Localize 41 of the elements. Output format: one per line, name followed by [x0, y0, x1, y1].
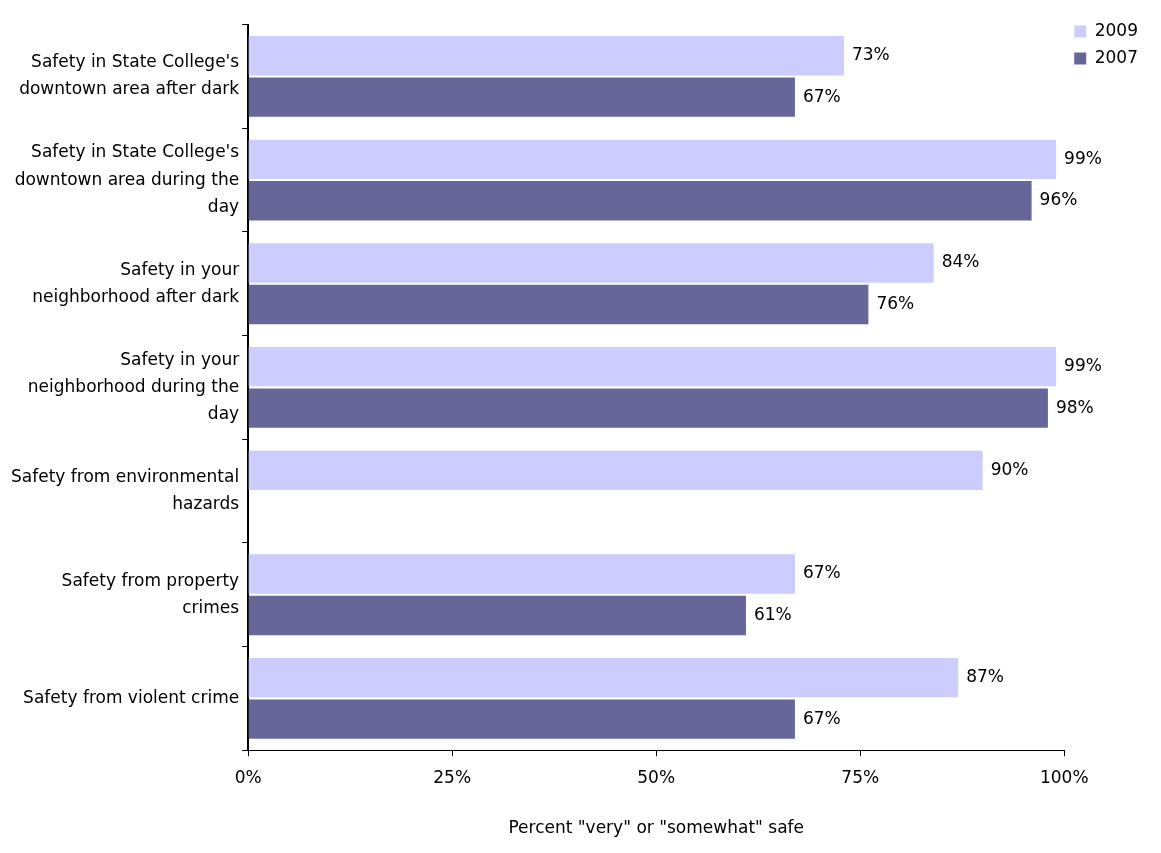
y-tick-label: Safety in State College's downtown area during the day — [14, 141, 240, 216]
data-label: 99% — [1064, 355, 1102, 376]
bar — [248, 595, 746, 636]
data-label: 67% — [802, 85, 841, 106]
y-tick-label: Safety in your neighborhood after dark — [32, 258, 240, 306]
legend-label: 2007 — [1094, 46, 1138, 67]
bar — [248, 36, 844, 76]
y-tick-label: Safety from violent crime — [23, 686, 240, 707]
x-tick-label: 0% — [234, 766, 262, 787]
data-label: 73% — [851, 44, 890, 65]
y-tick-label: Safety from environmental hazards — [11, 465, 240, 514]
data-label: 96% — [1039, 189, 1078, 210]
data-label: 90% — [990, 458, 1029, 479]
bar — [248, 346, 1057, 387]
bar — [248, 388, 1048, 428]
y-tick-label: Safety from property crimes — [61, 569, 240, 617]
data-label: 67% — [802, 562, 841, 583]
data-label: 76% — [876, 292, 915, 313]
bar — [248, 284, 869, 325]
data-label: 98% — [1055, 396, 1094, 417]
bar — [248, 699, 795, 739]
data-label: 99% — [1064, 147, 1102, 168]
bar — [248, 657, 959, 698]
x-tick-label: 75% — [841, 766, 880, 787]
x-tick-label: 25% — [433, 766, 472, 787]
data-label: 84% — [941, 251, 980, 272]
bar — [248, 450, 983, 491]
data-label: 87% — [966, 666, 1004, 687]
y-tick-label: Safety in your neighborhood during the day — [27, 348, 240, 424]
y-tick-label: Safety in State College's downtown area after dark — [19, 51, 240, 99]
bar — [248, 554, 795, 594]
bar — [248, 77, 795, 117]
x-tick-label: 100% — [1039, 766, 1089, 787]
bar — [248, 243, 934, 283]
bar — [248, 139, 1057, 180]
bar — [248, 181, 1032, 221]
data-label: 67% — [802, 707, 841, 728]
data-label: 61% — [753, 603, 792, 624]
x-tick-label: 50% — [637, 766, 676, 787]
x-axis-title: Percent "very" or "somewhat" safe — [508, 817, 804, 838]
legend-label: 2009 — [1094, 19, 1138, 40]
